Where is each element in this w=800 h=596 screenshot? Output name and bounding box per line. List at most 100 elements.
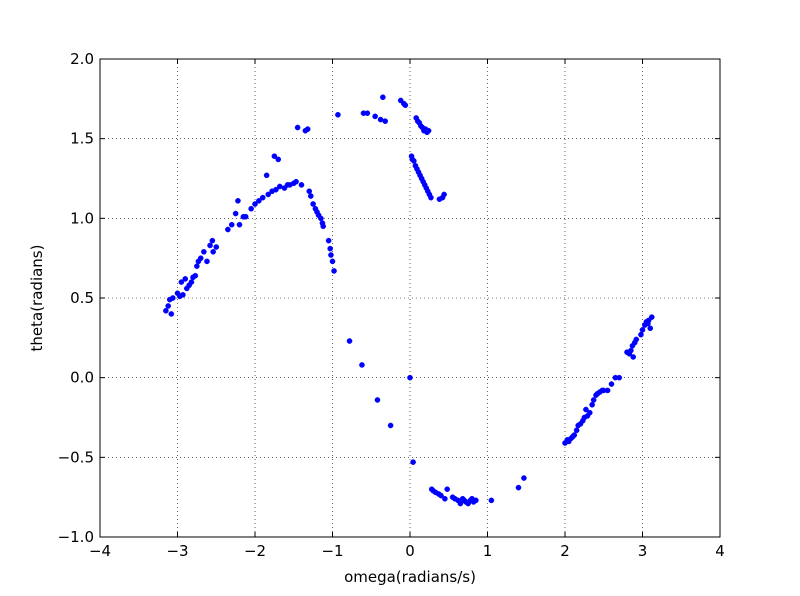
data-point <box>194 263 200 269</box>
data-point <box>457 500 464 507</box>
x-tick-label: 3 <box>638 542 648 560</box>
data-point <box>411 158 417 164</box>
y-tick-label: 0.5 <box>70 289 94 307</box>
data-point <box>275 156 282 163</box>
data-point <box>364 110 371 116</box>
x-tick-label: 0 <box>405 542 415 560</box>
data-point <box>571 432 578 438</box>
data-point <box>271 153 278 159</box>
data-point <box>359 362 365 368</box>
data-point <box>265 191 271 198</box>
data-point <box>331 268 337 274</box>
x-tick-label: 2 <box>560 542 570 560</box>
x-tick-label: −3 <box>166 542 188 560</box>
data-point <box>521 475 527 481</box>
data-point <box>306 188 313 195</box>
data-point <box>235 198 241 204</box>
data-point <box>252 201 258 207</box>
data-point <box>259 194 266 201</box>
data-point <box>473 497 479 504</box>
data-point <box>638 331 644 338</box>
y-tick-label: −0.5 <box>58 448 94 466</box>
data-point <box>402 102 409 109</box>
data-point <box>346 338 353 344</box>
data-point <box>248 205 254 212</box>
data-point <box>304 126 311 132</box>
data-point <box>263 172 270 179</box>
data-point <box>583 406 589 413</box>
y-tick-label: 2.0 <box>70 50 94 68</box>
data-point <box>165 303 171 309</box>
data-point <box>293 178 299 185</box>
data-point <box>328 252 334 258</box>
data-point <box>213 244 220 250</box>
data-point <box>307 193 314 199</box>
data-point <box>587 409 593 416</box>
data-point <box>372 113 378 120</box>
data-point <box>649 314 655 320</box>
data-point <box>192 272 199 279</box>
data-point <box>589 401 595 408</box>
data-point <box>163 307 169 314</box>
axis-ticks: −4 −3 −2 −1 0 1 2 3 4 −1.0 −0.5 0.0 0.5 1.0 1.5 2.0 <box>58 50 725 560</box>
data-point <box>168 311 175 317</box>
y-tick-label: 1.5 <box>70 130 94 148</box>
data-point <box>382 118 389 124</box>
data-point <box>616 374 623 381</box>
data-point <box>488 497 495 504</box>
data-point <box>256 198 262 204</box>
scatter-points <box>163 94 655 507</box>
data-point <box>276 183 283 190</box>
data-point <box>442 495 448 502</box>
data-point <box>407 374 413 381</box>
data-point <box>228 221 235 228</box>
data-point <box>630 354 637 360</box>
x-tick-label: −2 <box>244 542 266 560</box>
data-point <box>428 194 434 201</box>
data-point <box>515 484 522 491</box>
data-point <box>232 210 239 217</box>
data-point <box>329 258 336 265</box>
data-point <box>377 116 384 123</box>
data-point <box>639 327 646 333</box>
data-point <box>236 221 243 228</box>
data-point <box>320 223 327 230</box>
data-point <box>197 255 204 261</box>
y-tick-label: 1.0 <box>70 209 94 227</box>
data-point <box>325 237 332 244</box>
data-point <box>318 215 324 222</box>
y-tick-label: 0.0 <box>70 369 94 387</box>
data-point <box>204 258 210 265</box>
data-point <box>327 245 333 252</box>
y-tick-label: −1.0 <box>58 528 94 546</box>
data-point <box>633 336 640 343</box>
data-point <box>425 127 432 134</box>
data-point <box>310 201 316 207</box>
data-point <box>242 213 249 220</box>
data-point <box>410 459 416 465</box>
data-point <box>209 237 216 244</box>
x-tick-label: −4 <box>89 542 111 560</box>
data-point <box>170 295 176 301</box>
data-point <box>182 276 189 282</box>
data-point <box>590 397 597 403</box>
y-axis-label: theta(radians) <box>28 245 46 352</box>
data-point <box>573 427 580 434</box>
data-point <box>188 279 195 285</box>
data-point <box>335 111 341 118</box>
data-point <box>608 381 615 387</box>
data-point <box>380 94 386 101</box>
data-point <box>201 248 207 255</box>
data-point <box>647 325 654 332</box>
x-tick-label: 1 <box>483 542 493 560</box>
data-point <box>294 124 301 131</box>
data-point <box>387 422 394 429</box>
x-axis-label: omega(radians/s) <box>344 568 476 586</box>
data-point <box>604 387 611 394</box>
data-point <box>207 242 213 249</box>
data-point <box>441 191 447 198</box>
data-point <box>628 347 634 354</box>
data-point <box>298 182 305 188</box>
data-point <box>180 292 186 298</box>
